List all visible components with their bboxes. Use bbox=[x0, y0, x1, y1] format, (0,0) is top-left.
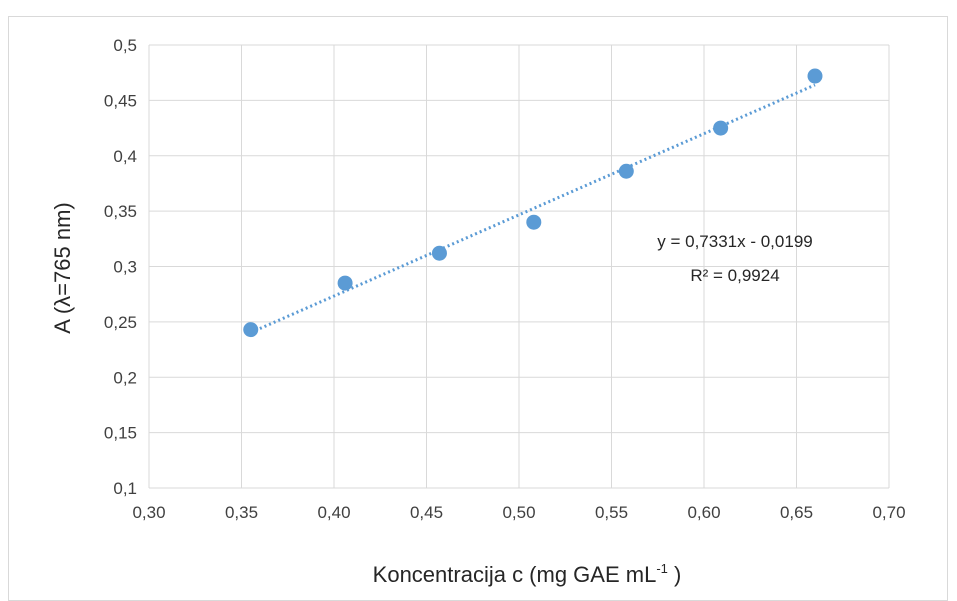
data-point bbox=[526, 214, 542, 230]
y-tick-label: 0,2 bbox=[113, 368, 137, 387]
x-tick-label: 0,50 bbox=[502, 503, 535, 522]
x-tick-label: 0,45 bbox=[410, 503, 443, 522]
x-tick-label: 0,40 bbox=[317, 503, 350, 522]
x-axis-title-superscript: -1 bbox=[656, 561, 668, 576]
data-points bbox=[243, 68, 823, 338]
data-point bbox=[807, 68, 823, 84]
y-tick-labels: 0,1 0,15 0,2 0,25 0,3 0,35 0,4 0,45 0,5 bbox=[104, 36, 137, 498]
x-tick-label: 0,55 bbox=[595, 503, 628, 522]
x-tick-label: 0,70 bbox=[872, 503, 905, 522]
x-axis-title-main: Koncentracija c (mg GAE mL bbox=[373, 562, 657, 587]
y-tick-label: 0,15 bbox=[104, 424, 137, 443]
trendline-r-squared: R² = 0,9924 bbox=[690, 266, 779, 285]
data-point bbox=[713, 120, 729, 136]
x-tick-label: 0,60 bbox=[687, 503, 720, 522]
x-tick-label: 0,65 bbox=[780, 503, 813, 522]
y-tick-label: 0,45 bbox=[104, 91, 137, 110]
data-point bbox=[243, 322, 259, 338]
y-tick-label: 0,1 bbox=[113, 479, 137, 498]
y-axis-title: A (λ=765 nm) bbox=[50, 202, 75, 333]
y-tick-label: 0,35 bbox=[104, 202, 137, 221]
data-point bbox=[618, 163, 634, 179]
x-tick-label: 0,30 bbox=[132, 503, 165, 522]
horizontal-gridlines bbox=[149, 44, 889, 489]
data-point bbox=[337, 275, 353, 291]
chart-frame bbox=[8, 16, 948, 601]
y-tick-label: 0,25 bbox=[104, 313, 137, 332]
data-point bbox=[431, 245, 447, 261]
y-tick-label: 0,5 bbox=[113, 36, 137, 55]
y-tick-label: 0,4 bbox=[113, 147, 137, 166]
trendline bbox=[250, 83, 816, 334]
x-axis-title: Koncentracija c (mg GAE mL-1 ) bbox=[373, 561, 682, 587]
trendline-equation: y = 0,7331x - 0,0199 bbox=[657, 232, 812, 251]
x-tick-labels: 0,30 0,35 0,40 0,45 0,50 0,55 0,60 0,65 0,70 bbox=[132, 503, 905, 522]
x-tick-label: 0,35 bbox=[225, 503, 258, 522]
y-tick-label: 0,3 bbox=[113, 258, 137, 277]
x-axis-title-suffix: ) bbox=[668, 562, 681, 587]
